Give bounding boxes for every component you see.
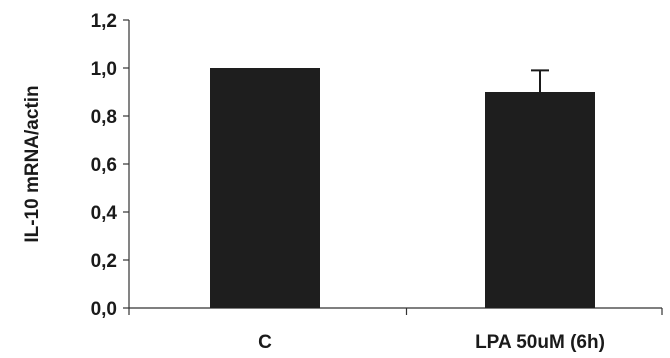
y-tick-label: 0,2 xyxy=(91,251,117,272)
y-tick-label: 0,4 xyxy=(91,203,118,224)
y-tick-label: 0,8 xyxy=(91,107,117,128)
plot-area: 0,0 0,2 0,4 0,6 0,8 1,0 1,2 C LPA 50uM (6h) xyxy=(91,11,663,353)
y-tick-label: 1,0 xyxy=(91,59,117,80)
y-tick-label: 0,0 xyxy=(91,299,117,320)
bar xyxy=(485,92,595,308)
y-tick-label: 1,2 xyxy=(91,11,117,32)
y-axis-title: IL-10 mRNA/actin xyxy=(22,85,43,242)
x-category-label: C xyxy=(258,332,272,353)
y-tick-label: 0,6 xyxy=(91,155,117,176)
x-category-label: LPA 50uM (6h) xyxy=(475,332,605,353)
bar xyxy=(210,68,320,308)
